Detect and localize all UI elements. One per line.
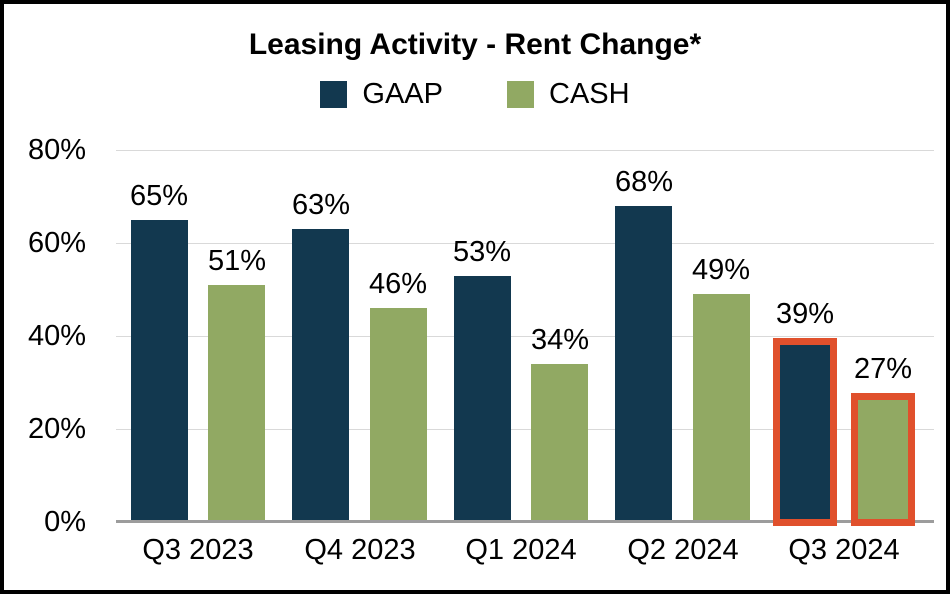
bar-value-label-q4-2023-cash: 46%: [368, 268, 428, 300]
bar-value-label-q2-2024-cash: 49%: [691, 254, 751, 286]
legend-label-cash: CASH: [549, 78, 630, 110]
x-tick-label-q2-2024: Q2 2024: [627, 534, 739, 566]
bar-q4-2023-gaap: [292, 229, 349, 522]
bar-q1-2024-gaap: [454, 276, 511, 522]
gridline-80: [116, 150, 934, 151]
y-tick-label-60: 60%: [27, 227, 86, 259]
y-tick-label-40: 40%: [27, 320, 86, 352]
bar-q3-2024-cash: [851, 393, 915, 526]
bar-value-label-q1-2024-gaap: 53%: [452, 236, 512, 268]
x-tick-label-q3-2023: Q3 2023: [142, 534, 254, 566]
x-tick-label-q4-2023: Q4 2023: [304, 534, 416, 566]
chart-title: Leasing Activity - Rent Change*: [248, 28, 702, 61]
legend-item-cash: CASH: [507, 78, 630, 111]
gridline-20: [116, 429, 934, 430]
bar-q2-2024-gaap: [615, 206, 672, 522]
legend-item-gaap: GAAP: [320, 78, 443, 111]
legend-label-gaap: GAAP: [362, 78, 443, 110]
bar-q3-2023-gaap: [131, 220, 188, 522]
bar-q1-2024-cash: [531, 364, 588, 522]
bar-value-label-q4-2023-gaap: 63%: [291, 189, 351, 221]
bar-value-label-q3-2024-cash: 27%: [853, 353, 913, 385]
x-tick-label-q3-2024: Q3 2024: [788, 534, 900, 566]
plot-area: 0% 20% 40% 60% 80% 65% 51% Q3 2023 63% 46% Q4 2023…: [4, 4, 946, 590]
bar-value-label-q2-2024-gaap: 68%: [614, 166, 674, 198]
legend-swatch-gaap: [320, 81, 348, 108]
legend: GAAP CASH: [4, 78, 946, 111]
bar-q4-2023-cash: [370, 308, 427, 522]
gridline-40: [116, 336, 934, 337]
y-tick-label-80: 80%: [27, 134, 86, 166]
bar-value-label-q3-2023-gaap: 65%: [129, 180, 189, 212]
bar-value-label-q3-2024-gaap: 39%: [775, 298, 835, 330]
y-tick-label-20: 20%: [27, 413, 86, 445]
y-tick-label-0: 0%: [44, 506, 86, 538]
bar-value-label-q3-2023-cash: 51%: [207, 245, 267, 277]
bar-q2-2024-cash: [693, 294, 750, 522]
x-tick-label-q1-2024: Q1 2024: [465, 534, 577, 566]
bar-q3-2024-gaap: [773, 338, 837, 526]
bar-value-label-q1-2024-cash: 34%: [530, 324, 590, 356]
legend-swatch-cash: [507, 81, 534, 108]
gridline-60: [116, 243, 934, 244]
x-axis-line: [116, 520, 934, 523]
bar-q3-2023-cash: [208, 285, 265, 522]
